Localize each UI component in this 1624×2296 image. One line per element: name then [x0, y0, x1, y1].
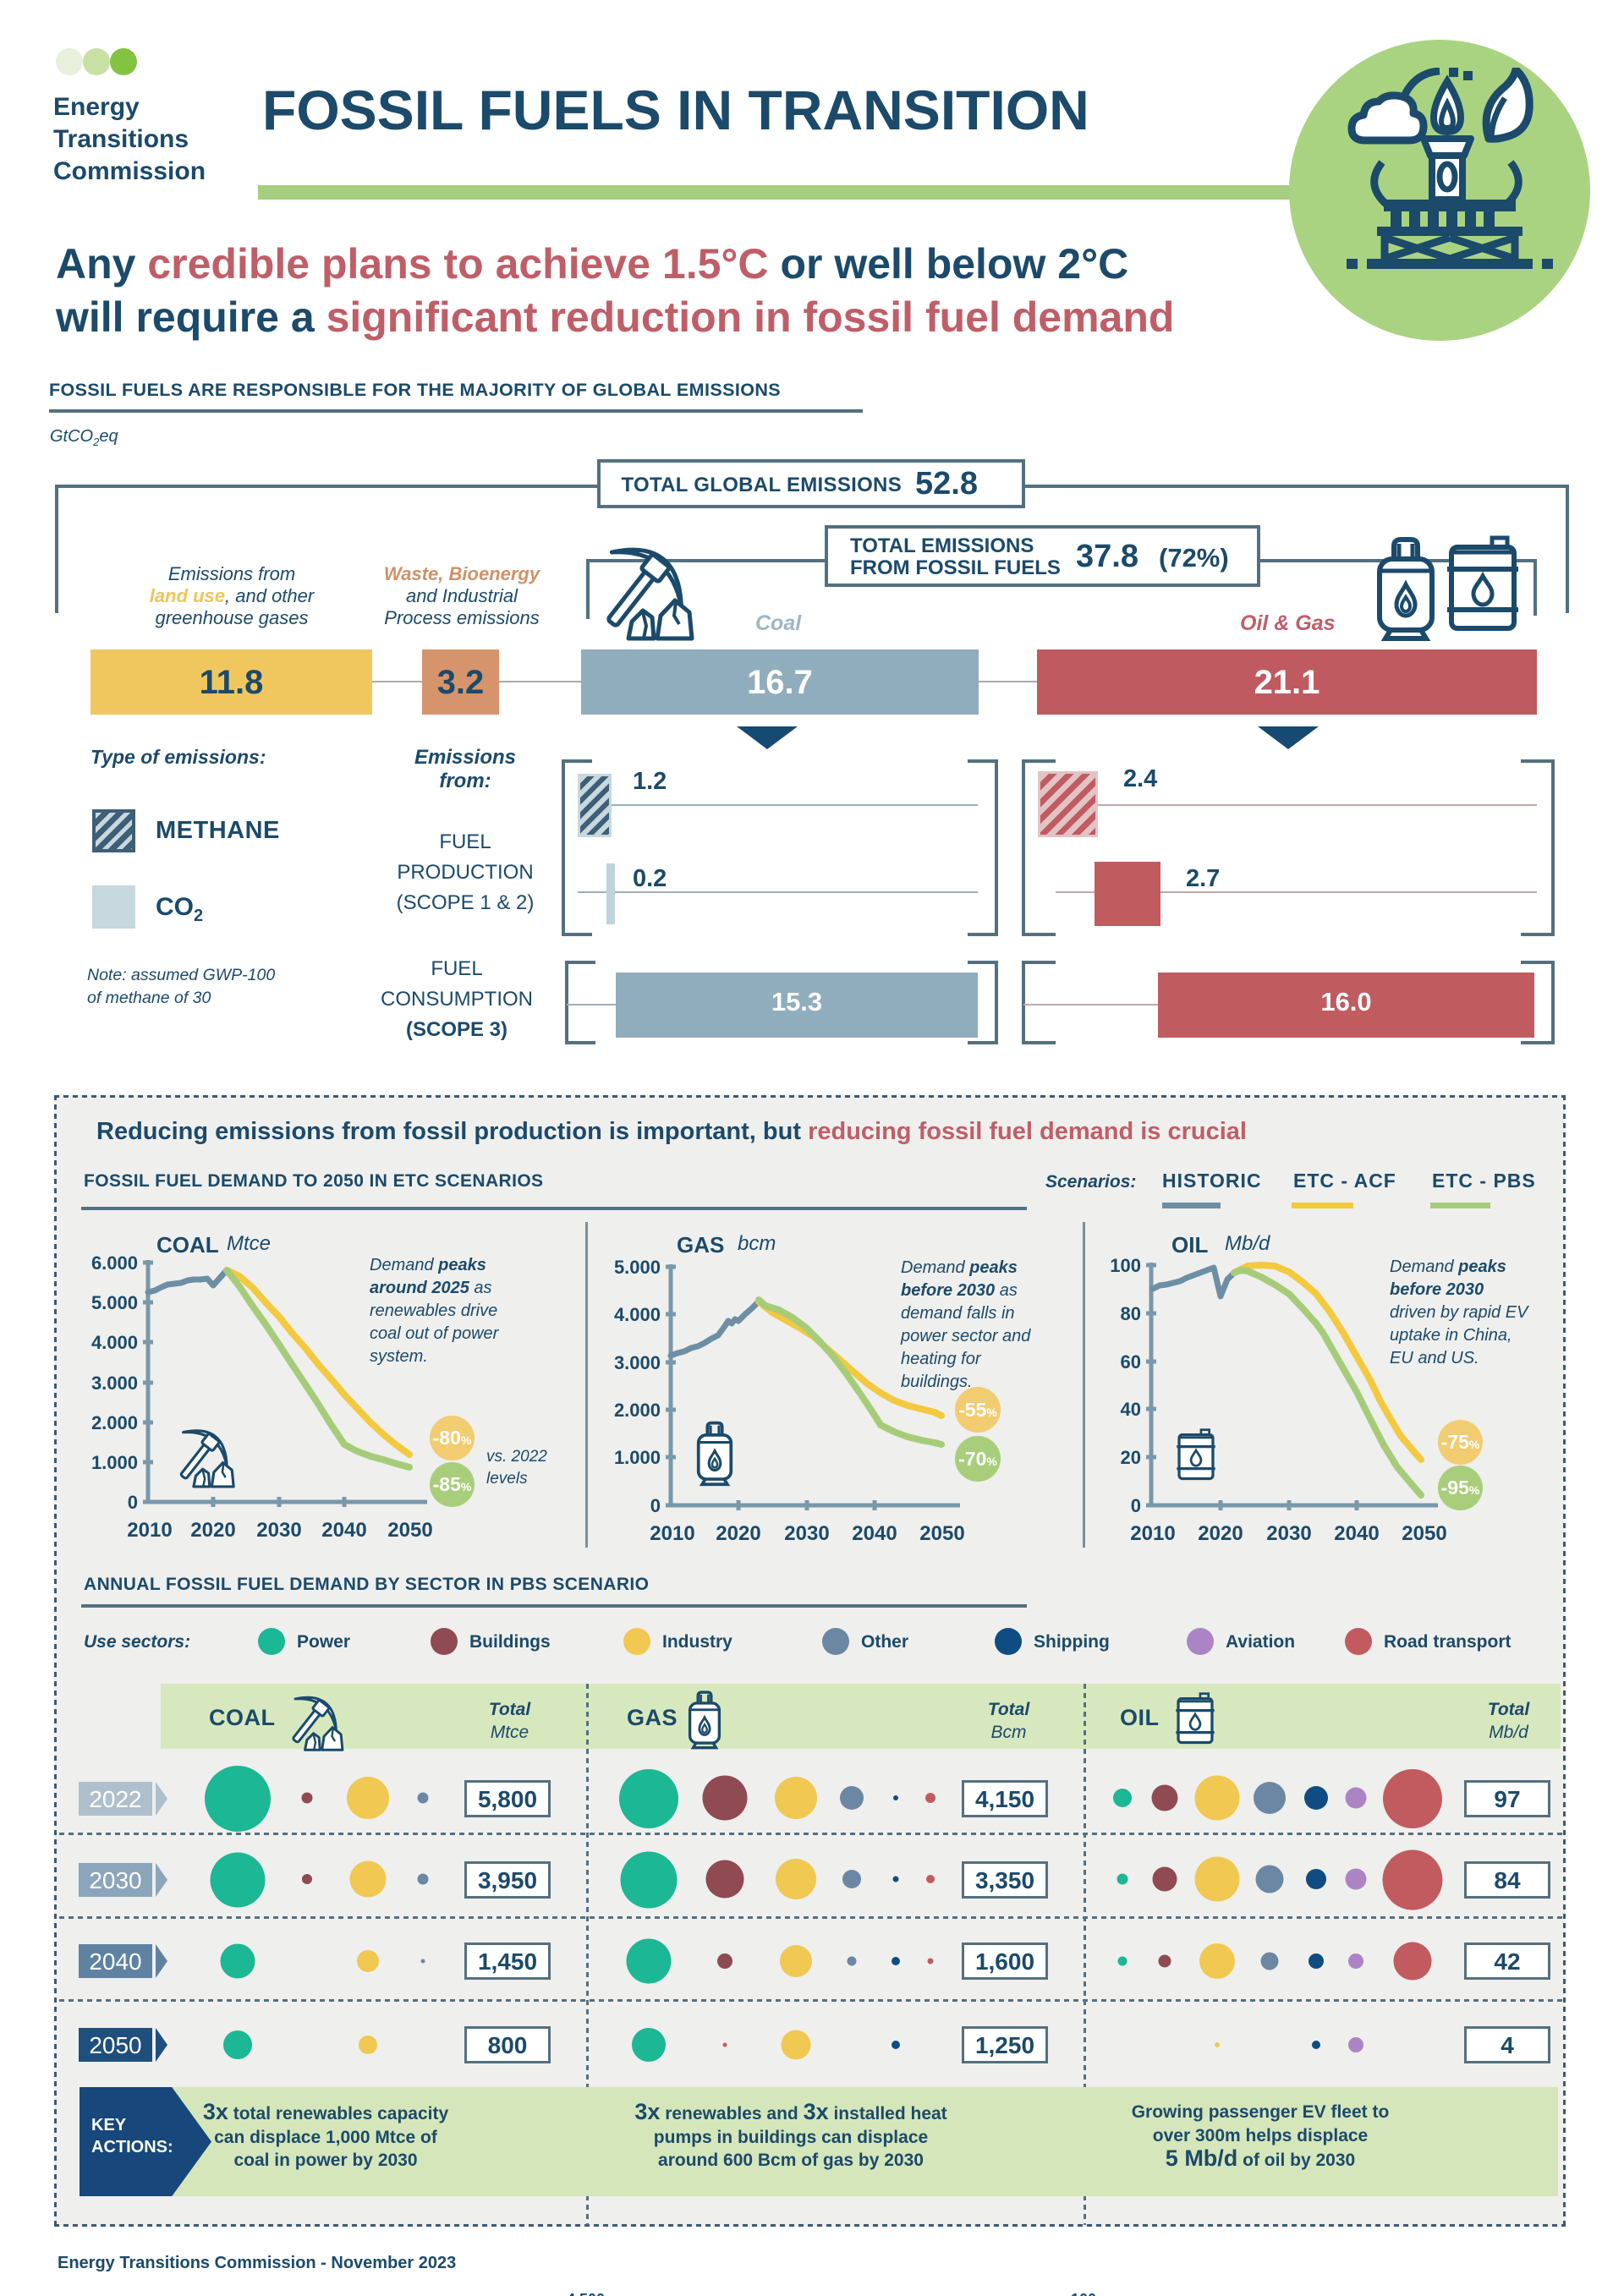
svg-text:2010: 2010	[650, 1522, 694, 1545]
svg-text:2020: 2020	[190, 1519, 235, 1542]
svg-text:5.000: 5.000	[614, 1257, 661, 1278]
svg-text:2030: 2030	[256, 1519, 301, 1542]
svg-text:40: 40	[1121, 1399, 1141, 1420]
svg-text:1.000: 1.000	[91, 1452, 138, 1473]
svg-text:2050: 2050	[1402, 1522, 1446, 1545]
svg-text:0: 0	[128, 1492, 138, 1513]
svg-text:100: 100	[1110, 1255, 1141, 1276]
svg-text:2020: 2020	[1198, 1522, 1243, 1545]
svg-text:2040: 2040	[321, 1519, 366, 1542]
svg-text:2020: 2020	[716, 1522, 760, 1545]
svg-text:3.000: 3.000	[614, 1352, 661, 1373]
svg-text:6.000: 6.000	[91, 1252, 138, 1274]
svg-text:60: 60	[1121, 1351, 1141, 1373]
svg-text:2010: 2010	[127, 1519, 172, 1542]
svg-text:5.000: 5.000	[91, 1292, 138, 1313]
svg-text:2030: 2030	[784, 1522, 829, 1545]
svg-text:4.000: 4.000	[91, 1332, 138, 1353]
svg-text:1.000: 1.000	[614, 1447, 661, 1468]
svg-text:2010: 2010	[1130, 1522, 1175, 1545]
svg-text:2.000: 2.000	[91, 1412, 138, 1433]
svg-text:80: 80	[1121, 1303, 1141, 1324]
svg-text:4.000: 4.000	[614, 1304, 661, 1325]
svg-text:2.000: 2.000	[614, 1400, 661, 1421]
svg-text:2040: 2040	[852, 1522, 897, 1545]
svg-text:0: 0	[650, 1495, 661, 1516]
svg-text:20: 20	[1121, 1447, 1141, 1468]
svg-text:2030: 2030	[1266, 1522, 1311, 1545]
svg-text:2050: 2050	[919, 1522, 964, 1545]
svg-text:0: 0	[1131, 1495, 1141, 1516]
svg-text:3.000: 3.000	[91, 1373, 138, 1394]
svg-text:2040: 2040	[1334, 1522, 1379, 1545]
svg-text:2050: 2050	[387, 1519, 432, 1542]
